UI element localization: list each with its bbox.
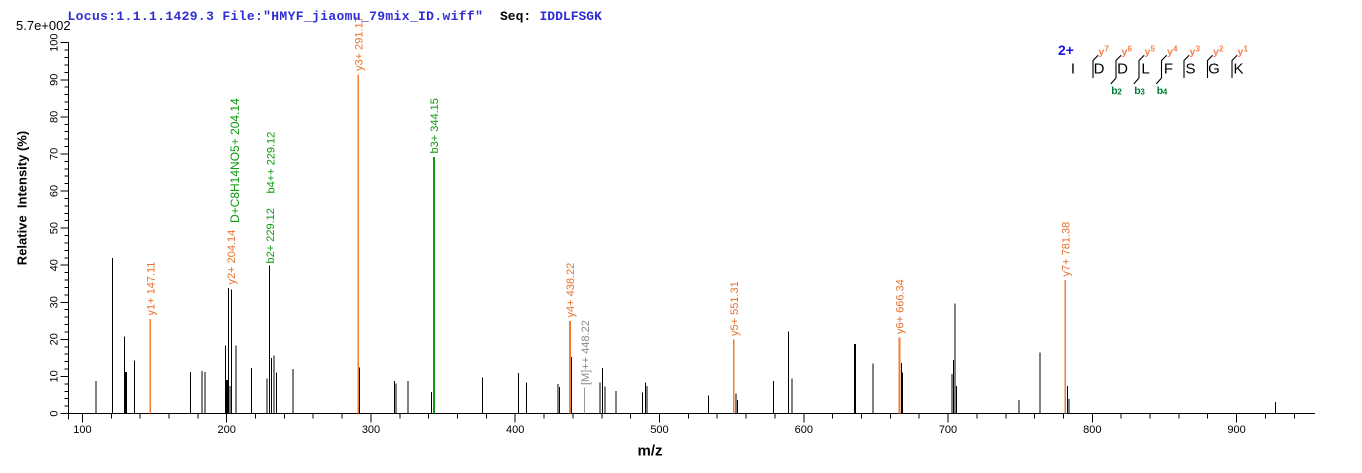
- svg-text:70: 70: [49, 148, 61, 160]
- svg-text:7: 7: [1105, 45, 1110, 54]
- svg-text:0: 0: [49, 410, 61, 416]
- svg-text:b: b: [1157, 85, 1163, 97]
- svg-text:Relative Intensity (%): Relative Intensity (%): [15, 131, 30, 265]
- svg-text:90: 90: [49, 74, 61, 86]
- svg-text:100: 100: [49, 34, 61, 52]
- svg-text:L: L: [1141, 61, 1149, 78]
- svg-text:40: 40: [49, 259, 61, 271]
- svg-text:y4+ 438.22: y4+ 438.22: [565, 263, 577, 318]
- svg-text:100: 100: [73, 424, 91, 436]
- svg-text:3: 3: [1196, 45, 1201, 54]
- svg-text:D: D: [1094, 61, 1105, 78]
- svg-text:y: y: [1190, 46, 1196, 58]
- svg-text:IDDLFSGK: IDDLFSGK: [540, 9, 603, 24]
- svg-text:Locus:1.1.1.1429.3 File:"HMYF_: Locus:1.1.1.1429.3 File:"HMYF_jiaomu_79m…: [68, 9, 484, 24]
- svg-text:900: 900: [1227, 424, 1245, 436]
- svg-text:b2+ 229.12: b2+ 229.12: [265, 208, 277, 263]
- svg-text:2: 2: [1219, 45, 1224, 54]
- svg-text:60: 60: [49, 185, 61, 197]
- svg-text:y: y: [1238, 46, 1244, 58]
- svg-text:80: 80: [49, 111, 61, 123]
- svg-text:1: 1: [1244, 45, 1249, 54]
- svg-text:D: D: [1117, 61, 1128, 78]
- svg-text:200: 200: [218, 424, 236, 436]
- svg-text:y: y: [1167, 46, 1173, 58]
- svg-text:800: 800: [1083, 424, 1101, 436]
- svg-text:m/z: m/z: [638, 443, 663, 460]
- svg-text:y: y: [1122, 46, 1128, 58]
- svg-text:2+: 2+: [1058, 42, 1074, 58]
- svg-text:y2+ 204.14: y2+ 204.14: [226, 230, 238, 285]
- svg-text:700: 700: [939, 424, 957, 436]
- svg-text:y7+ 781.38: y7+ 781.38: [1060, 222, 1072, 277]
- svg-text:S: S: [1185, 61, 1195, 78]
- svg-text:y3+ 291.17: y3+ 291.17: [353, 16, 365, 71]
- svg-text:400: 400: [506, 424, 524, 436]
- svg-text:300: 300: [362, 424, 380, 436]
- svg-text:20: 20: [49, 333, 61, 345]
- svg-text:4: 4: [1163, 88, 1168, 97]
- svg-text:G: G: [1208, 61, 1220, 78]
- svg-text:y: y: [1099, 46, 1105, 58]
- svg-text:[M]++ 448.22: [M]++ 448.22: [580, 320, 592, 385]
- svg-text:500: 500: [650, 424, 668, 436]
- svg-text:y5+ 551.31: y5+ 551.31: [729, 281, 741, 336]
- svg-text:b3+ 344.15: b3+ 344.15: [429, 98, 441, 153]
- svg-text:5.7e+002: 5.7e+002: [16, 18, 71, 33]
- svg-text:50: 50: [49, 222, 61, 234]
- svg-text:10: 10: [49, 370, 61, 382]
- svg-text:y6+ 666.34: y6+ 666.34: [895, 279, 907, 334]
- svg-text:30: 30: [49, 296, 61, 308]
- svg-text:I: I: [1071, 61, 1075, 78]
- svg-text:5: 5: [1151, 45, 1156, 54]
- svg-text:y: y: [1213, 46, 1219, 58]
- svg-text:6: 6: [1128, 45, 1133, 54]
- svg-text:y1+ 147.11: y1+ 147.11: [145, 262, 157, 316]
- svg-text:4: 4: [1173, 45, 1178, 54]
- svg-text:b: b: [1111, 85, 1117, 97]
- svg-text:2: 2: [1117, 88, 1122, 97]
- svg-text:K: K: [1233, 61, 1243, 78]
- svg-text:F: F: [1164, 61, 1173, 78]
- svg-text:D+C8H14NO5+ 204.14: D+C8H14NO5+ 204.14: [228, 98, 242, 223]
- svg-text:Seq:: Seq:: [500, 9, 531, 24]
- svg-text:y: y: [1145, 46, 1151, 58]
- svg-text:3: 3: [1140, 88, 1145, 97]
- svg-text:600: 600: [795, 424, 813, 436]
- svg-text:b4++ 229.12: b4++ 229.12: [266, 132, 278, 194]
- svg-text:b: b: [1134, 85, 1140, 97]
